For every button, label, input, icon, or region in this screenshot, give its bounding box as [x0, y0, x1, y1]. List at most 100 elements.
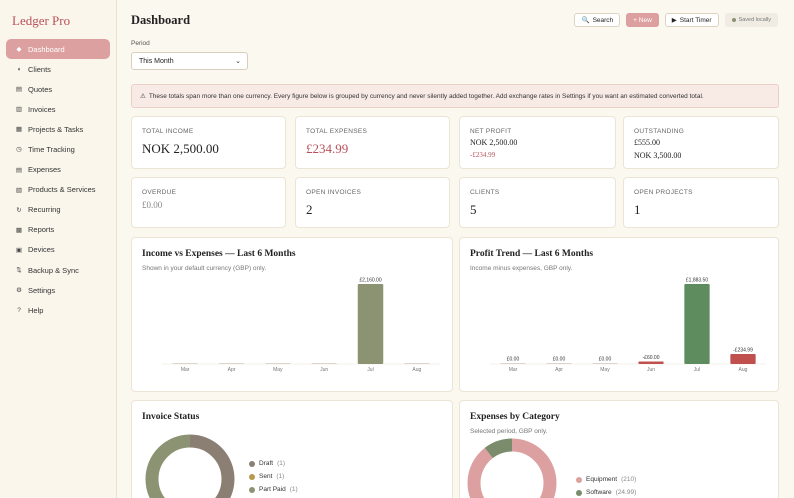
data-label: £2,160.00 [359, 278, 381, 284]
bar-jul[interactable] [357, 284, 384, 364]
sidebar-item-backup-sync[interactable]: ⇅ Backup & Sync [6, 260, 110, 280]
bar-jun[interactable] [638, 361, 664, 364]
legend-count: (1) [276, 473, 285, 480]
legend-swatch [576, 489, 582, 496]
page-title: Dashboard [131, 13, 191, 27]
stat-card-total-income: TOTAL INCOME NOK 2,500.00 [131, 116, 286, 169]
new-button[interactable]: + New [626, 13, 659, 27]
donut-slice[interactable] [467, 438, 557, 498]
x-tick-label: Jul [367, 367, 373, 373]
legend-item: Sent (1) [249, 470, 298, 483]
invoice-status-donut [145, 434, 235, 498]
expenses-category-legend: Equipment (210) Software (24.99) [576, 473, 636, 498]
chart-subtitle: Income minus expenses, GBP only. [470, 265, 573, 272]
income-expenses-chart: Mar Apr May Jun Jul £2,160.00 Aug [162, 278, 440, 373]
search-button-label: Search [592, 16, 614, 24]
x-tick-label: Apr [555, 367, 563, 373]
donut-slice[interactable] [467, 438, 557, 498]
nav-icon: ▧ [15, 186, 23, 194]
sidebar-item-quotes[interactable]: ▤ Quotes [6, 79, 110, 99]
bar-jun[interactable] [311, 363, 337, 364]
expenses-category-donut [467, 438, 557, 498]
sidebar-item-label: Dashboard [28, 44, 65, 54]
sidebar-item-settings[interactable]: ⚙ Settings [6, 280, 110, 300]
chart-card-expenses-by-category: Expenses by Category Selected period, GB… [459, 400, 779, 498]
sidebar-item-invoices[interactable]: ▥ Invoices [6, 99, 110, 119]
chart-card-profit-trend: Profit Trend — Last 6 Months Income minu… [459, 237, 779, 392]
legend-swatch [249, 486, 255, 493]
play-icon: ▶ [671, 17, 677, 24]
legend-item: Equipment (210) [576, 473, 636, 486]
stat-label: OVERDUE [142, 189, 177, 196]
data-label: £0.00 [507, 357, 520, 363]
sidebar-item-label: Clients [28, 64, 51, 74]
nav-icon: ⇅ [16, 267, 22, 275]
data-label: £1,883.50 [686, 278, 708, 284]
sidebar-item-time-tracking[interactable]: ◷ Time Tracking [6, 139, 110, 159]
bar-may[interactable] [265, 363, 291, 364]
chart-subtitle: Shown in your default currency (GBP) onl… [142, 265, 267, 272]
nav-icon: ▣ [15, 246, 23, 254]
legend-count: (24.99) [615, 489, 637, 496]
bar-aug[interactable] [404, 363, 430, 364]
bar-mar[interactable] [500, 363, 526, 364]
sidebar-item-clients[interactable]: ◖ Clients [6, 59, 110, 79]
sidebar-item-recurring[interactable]: ↻ Recurring [6, 200, 110, 220]
sidebar-item-label: Devices [28, 245, 55, 255]
nav-icon: ⚙ [16, 287, 22, 295]
legend-swatch [249, 460, 255, 467]
period-label: Period [131, 40, 150, 47]
bar-apr[interactable] [218, 363, 245, 364]
bar-aug[interactable] [730, 354, 756, 364]
stat-label: TOTAL INCOME [142, 128, 194, 135]
stat-card-total-expenses: TOTAL EXPENSES £234.99 [295, 116, 450, 169]
x-tick-label: Aug [412, 367, 421, 373]
legend-count: (1) [289, 486, 298, 493]
search-button[interactable]: 🔍 Search [574, 13, 621, 27]
sidebar-item-devices[interactable]: ▣ Devices [6, 240, 110, 260]
sidebar-item-help[interactable]: ? Help [6, 300, 110, 320]
status-dot-icon [731, 18, 736, 22]
legend-count: (1) [277, 460, 286, 467]
chart-subtitle: Selected period, GBP only. [470, 428, 548, 435]
nav-icon: ◷ [16, 146, 22, 154]
legend-item: Software (24.99) [576, 486, 636, 498]
sidebar-item-label: Recurring [28, 205, 61, 215]
sidebar-item-products-services[interactable]: ▧ Products & Services [6, 180, 110, 200]
nav-icon: ↻ [16, 206, 22, 214]
sidebar-item-label: Reports [28, 225, 55, 235]
currency-alert-text: These totals span more than one currency… [148, 92, 704, 100]
nav-icon: ◖ [17, 65, 21, 73]
start-timer-button[interactable]: ▶ Start Timer [664, 13, 719, 27]
donut-slice[interactable] [145, 434, 235, 498]
data-label: £0.00 [553, 357, 566, 363]
sidebar-item-projects-tasks[interactable]: ▦ Projects & Tasks [6, 119, 110, 139]
stat-value: 2 [306, 202, 313, 217]
sidebar-item-label: Projects & Tasks [28, 124, 84, 134]
stat-label: NET PROFIT [470, 128, 512, 135]
sidebar-item-expenses[interactable]: ▤ Expenses [6, 160, 110, 180]
sidebar-item-dashboard[interactable]: ◆ Dashboard [6, 39, 110, 59]
chart-title: Profit Trend — Last 6 Months [470, 249, 594, 259]
period-select[interactable]: This Month ⌄ [131, 52, 248, 70]
currency-alert: ⚠ These totals span more than one curren… [131, 84, 779, 108]
warning-icon: ⚠ [140, 93, 146, 100]
sidebar-item-label: Quotes [28, 84, 53, 94]
search-icon: 🔍 [581, 17, 590, 24]
bar-mar[interactable] [172, 363, 198, 364]
stat-value: £0.00 [142, 200, 163, 210]
stat-label: OPEN PROJECTS [634, 189, 693, 196]
legend-label: Part Paid [259, 486, 286, 493]
legend-swatch [249, 473, 255, 480]
bar-jul[interactable] [684, 284, 710, 364]
legend-item: Part Paid (1) [249, 483, 298, 496]
bar-may[interactable] [592, 363, 618, 364]
sidebar-nav: ◆ Dashboard ◖ Clients ▤ Quotes ▥ Invoices ▦ Proje… [6, 39, 110, 320]
x-tick-label: Apr [228, 367, 236, 373]
bar-apr[interactable] [546, 363, 572, 364]
stat-card-clients: CLIENTS 5 [459, 177, 616, 228]
nav-icon: ▥ [15, 106, 23, 114]
x-tick-label: May [273, 367, 283, 373]
sidebar-item-reports[interactable]: ▩ Reports [6, 220, 110, 240]
brand-logo[interactable]: Ledger Pro [12, 13, 71, 28]
